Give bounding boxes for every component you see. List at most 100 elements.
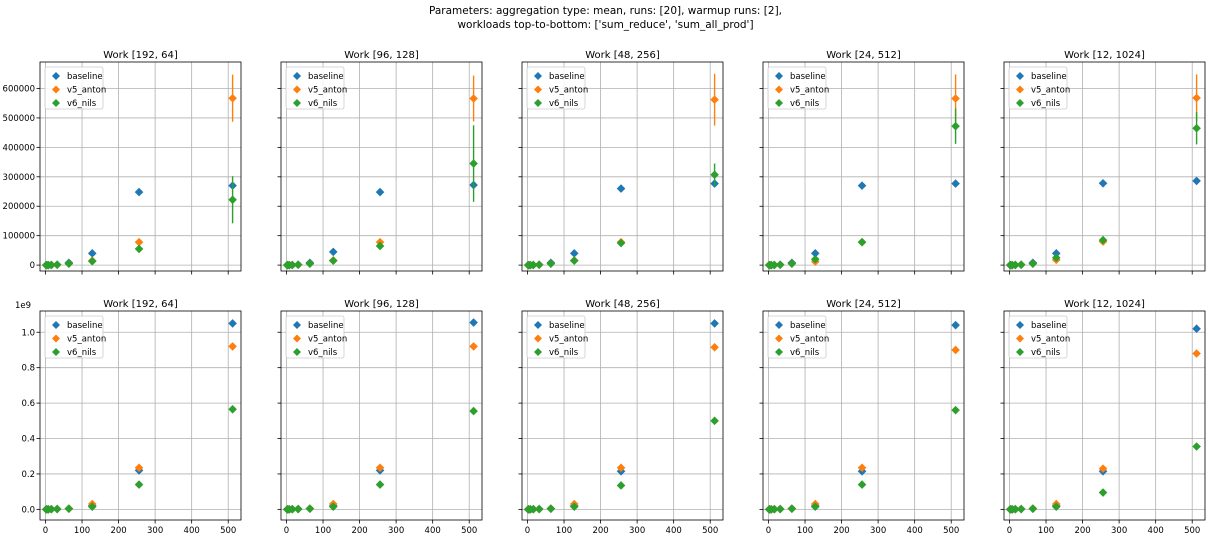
subplot: 0 100000 200000 300000 400000 500000 600000 Wor…: [3, 50, 242, 275]
data-point: [857, 181, 867, 190]
data-point: [1016, 504, 1026, 514]
plot-frame: [1003, 61, 1206, 272]
y-tick-label: 0.8: [21, 364, 35, 374]
x-tick-label: 300: [1111, 526, 1127, 536]
legend-marker: [775, 99, 783, 107]
legend-box: [767, 315, 827, 359]
legend-label: v5_anton: [549, 335, 588, 345]
data-point: [857, 463, 867, 473]
data-point: [47, 260, 56, 270]
legend-label: baseline: [308, 321, 344, 331]
y-tick-label: 0.4: [21, 435, 35, 445]
data-point: [469, 94, 478, 103]
legend-box: [1008, 66, 1068, 110]
legend-label: v6_nils: [790, 348, 820, 358]
data-point: [546, 504, 556, 513]
legend-box: [44, 66, 104, 110]
figure-suptitle: Parameters: aggregation type: mean, runs…: [0, 4, 1211, 32]
legend-marker: [293, 72, 301, 80]
legend-marker: [534, 321, 542, 329]
data-point: [951, 94, 960, 103]
data-point: [1098, 488, 1108, 497]
y-tick-label: 0: [30, 261, 35, 271]
legend-marker: [293, 348, 301, 356]
data-point: [1192, 93, 1201, 103]
plot-frame: [762, 310, 965, 521]
x-tick-label: 400: [1148, 526, 1164, 536]
data-point: [616, 481, 626, 490]
data-point: [770, 260, 779, 270]
data-point: [1098, 178, 1108, 188]
legend-label: v6_nils: [1031, 348, 1061, 358]
legend-box: [1008, 315, 1068, 359]
data-point: [228, 195, 237, 205]
data-point: [1028, 504, 1038, 513]
data-point: [810, 249, 820, 258]
data-point: [134, 237, 144, 247]
subplot-title: Work [96, 128]: [344, 50, 419, 61]
data-point: [305, 504, 315, 513]
legend-marker: [52, 85, 60, 94]
data-point: [228, 93, 237, 103]
data-point: [1192, 324, 1201, 334]
x-tick-label: 400: [184, 526, 200, 536]
x-tick-label: 0: [525, 526, 530, 536]
y-tick-label: 0.2: [21, 470, 35, 480]
legend-marker: [775, 85, 783, 94]
x-tick-label: 200: [1074, 526, 1090, 536]
legend-marker: [534, 85, 542, 94]
plot-frame: [521, 310, 724, 521]
data-point: [293, 260, 303, 270]
legend-label: v5_anton: [1031, 86, 1070, 96]
legend-marker: [1016, 348, 1024, 356]
data-point: [770, 504, 779, 514]
plot-frame: [521, 61, 724, 272]
data-point: [1051, 253, 1061, 263]
data-point: [951, 179, 960, 188]
data-point: [775, 504, 785, 514]
data-point: [534, 260, 544, 270]
legend-label: v6_nils: [308, 99, 338, 109]
y-tick-label: 0.0: [21, 505, 35, 515]
data-point: [469, 159, 478, 168]
subplot-title: Work [192, 64]: [103, 50, 178, 61]
x-tick-label: 200: [592, 526, 608, 536]
x-tick-label: 500: [461, 526, 477, 536]
legend-label: v6_nils: [790, 99, 820, 109]
x-tick-label: 0: [766, 526, 771, 536]
x-tick-label: 500: [220, 526, 236, 536]
data-point: [134, 244, 144, 254]
legend-marker: [52, 321, 60, 329]
data-point: [134, 463, 144, 473]
legend-marker: [293, 99, 301, 107]
legend-label: v5_anton: [790, 335, 829, 345]
subplot: 0 100 200 300 400 500 Work [12, 1024] baseline v…: [1000, 299, 1206, 536]
x-tick-label: 300: [147, 526, 163, 536]
y-tick-label: 600000: [3, 84, 35, 94]
x-tick-label: 200: [351, 526, 367, 536]
legend-marker: [1016, 321, 1024, 329]
plot-frame: [762, 61, 965, 272]
x-tick-label: 100: [1038, 526, 1054, 536]
legend-marker: [52, 334, 60, 343]
data-point: [469, 406, 478, 416]
legend-marker: [775, 348, 783, 356]
legend-label: v6_nils: [67, 99, 97, 109]
legend-box: [526, 66, 586, 110]
x-tick-label: 400: [907, 526, 923, 536]
subplot-title: Work [12, 1024]: [1064, 50, 1145, 61]
y-tick-label: 300000: [3, 173, 35, 183]
data-point: [469, 342, 478, 351]
data-point: [64, 504, 74, 513]
legend-marker: [1016, 85, 1024, 94]
subplot: Work [96, 128] baseline v5_anton v6_nils: [277, 50, 483, 275]
legend-marker: [52, 99, 60, 107]
legend-marker: [1016, 72, 1024, 80]
data-point: [87, 502, 97, 512]
subplot: Work [24, 512] baseline v5_anton v6_nils: [759, 50, 965, 275]
data-point: [64, 259, 74, 268]
plot-frame: [280, 61, 483, 272]
data-point: [951, 405, 960, 415]
legend-label: v5_anton: [308, 86, 347, 96]
data-point: [1051, 249, 1061, 258]
